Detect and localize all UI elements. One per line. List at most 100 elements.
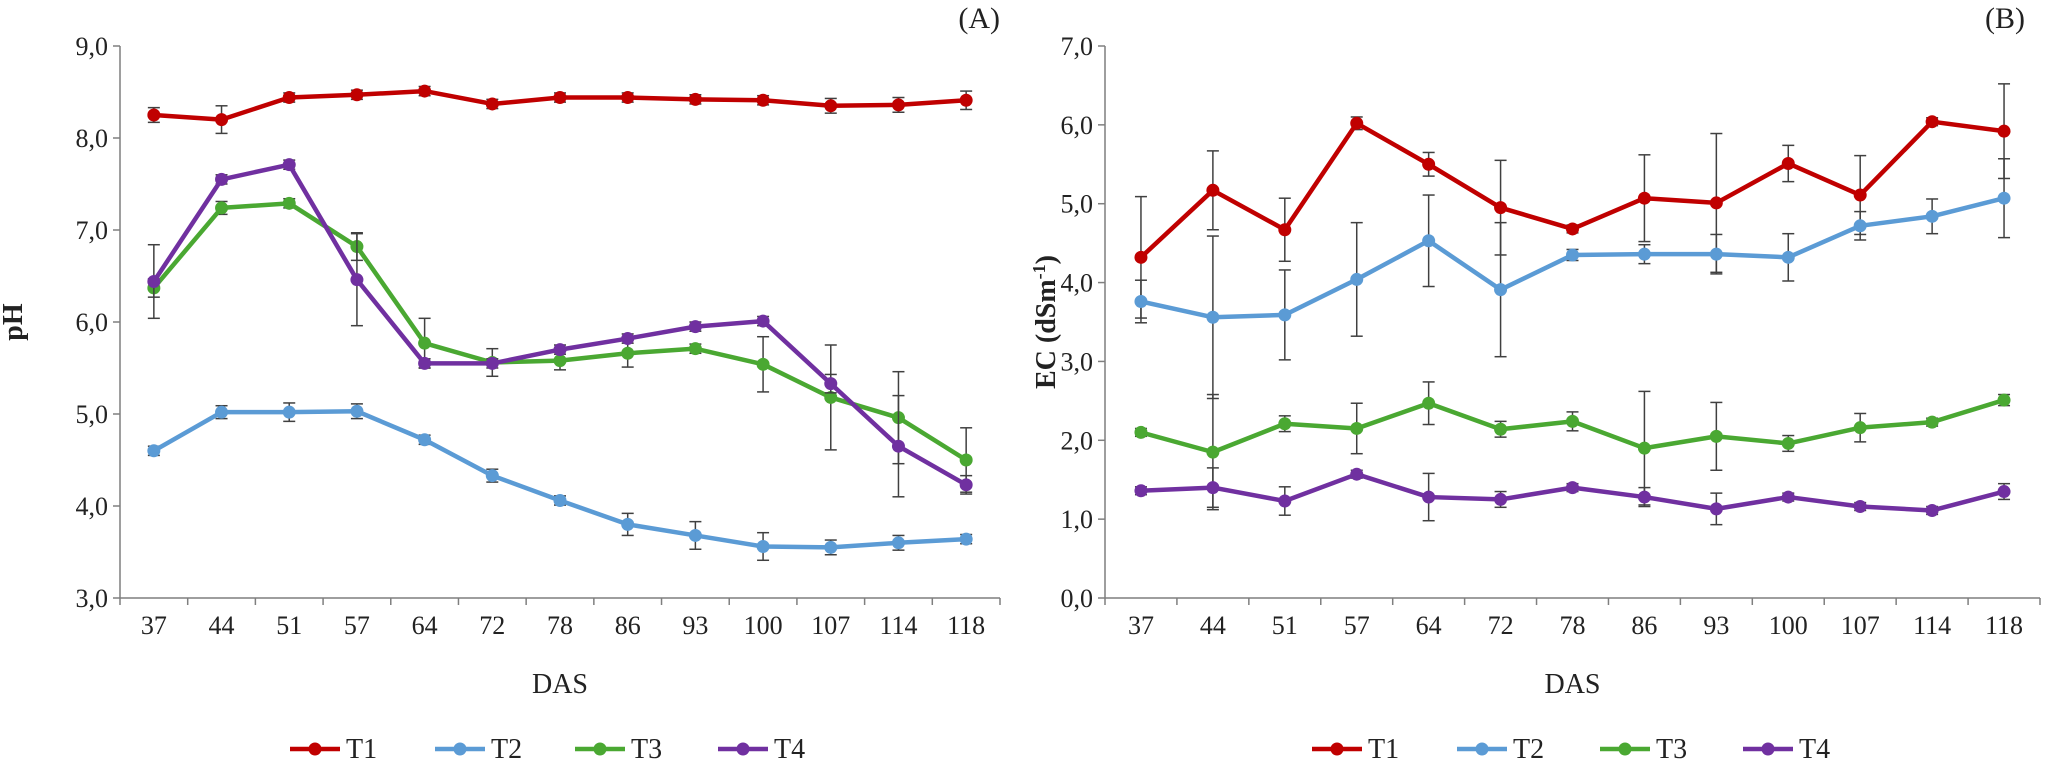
panel-label: (B): [1985, 2, 2025, 35]
data-point: [1134, 484, 1148, 498]
data-point: [1350, 116, 1364, 130]
data-point: [1637, 191, 1651, 205]
data-point: [1350, 272, 1364, 286]
data-point: [1494, 283, 1508, 297]
data-point: [1278, 308, 1292, 322]
data-point: [1925, 115, 1939, 129]
x-axis-title: DAS: [532, 669, 588, 700]
y-tick-label: 9,0: [76, 32, 109, 61]
data-point: [147, 275, 161, 289]
data-point: [1853, 188, 1867, 202]
x-tick-label: 107: [1841, 611, 1880, 640]
x-axis-title: DAS: [1544, 669, 1600, 700]
x-tick-label: 86: [1631, 611, 1657, 640]
data-point: [756, 93, 770, 107]
series-t2: [147, 402, 973, 562]
data-point: [485, 356, 499, 370]
data-point: [147, 444, 161, 458]
x-tick-label: 57: [344, 611, 370, 640]
x-tick-label: 118: [947, 611, 985, 640]
legend-label: T4: [774, 734, 805, 765]
data-point: [282, 196, 296, 210]
x-tick-label: 37: [1128, 611, 1154, 640]
x-tick-label: 57: [1344, 611, 1370, 640]
data-point: [824, 99, 838, 113]
data-point: [1781, 490, 1795, 504]
data-point: [1997, 485, 2011, 499]
data-point: [1206, 481, 1220, 495]
series-t3: [1134, 381, 2011, 511]
legend-swatch-marker: [1618, 742, 1632, 756]
series-line: [151, 162, 968, 487]
data-point: [1709, 429, 1723, 443]
data-point: [282, 405, 296, 419]
panel-b: 0,0 1,0 2,0 3,0 4,0 5,0 6,0 7,0 37 44 51 57 64 72 78 86…: [1029, 2, 2041, 765]
data-point: [756, 314, 770, 328]
x-tick-label: 107: [811, 611, 850, 640]
x-tick-label: 86: [615, 611, 641, 640]
series-t4: [1134, 467, 2011, 526]
data-point: [350, 404, 364, 418]
data-point: [215, 113, 229, 127]
data-point: [1781, 436, 1795, 450]
legend-swatch-marker: [1330, 742, 1344, 756]
series-line: [152, 408, 967, 550]
x-tick-label: 44: [1200, 611, 1226, 640]
data-point: [1853, 421, 1867, 435]
panel-label: (A): [958, 2, 1000, 35]
data-point: [1494, 422, 1508, 436]
data-point: [1494, 492, 1508, 506]
data-point: [1925, 209, 1939, 223]
legend-swatch-marker: [1475, 742, 1489, 756]
data-point: [756, 539, 770, 553]
data-point: [1134, 250, 1148, 264]
legend-label: T2: [1513, 734, 1544, 765]
x-tick-label: 44: [209, 611, 235, 640]
data-point: [756, 357, 770, 371]
data-point: [1278, 494, 1292, 508]
y-tick-label: 2,0: [1061, 426, 1094, 455]
data-point: [1350, 421, 1364, 435]
series-t4: [147, 158, 973, 498]
data-point: [688, 528, 702, 542]
data-point: [1422, 396, 1436, 410]
legend-label: T1: [346, 734, 377, 765]
data-point: [1566, 481, 1579, 495]
y-tick-label: 1,0: [1061, 505, 1094, 534]
y-tick-label: 5,0: [1061, 190, 1094, 219]
data-point: [1853, 219, 1867, 233]
data-point: [553, 91, 567, 105]
legend-swatch-marker: [308, 742, 322, 756]
data-point: [350, 88, 364, 102]
data-point: [1422, 234, 1436, 248]
legend-swatch-marker: [1761, 742, 1775, 756]
y-tick-label: 5,0: [76, 400, 109, 429]
data-point: [350, 273, 364, 287]
data-point: [688, 92, 702, 106]
data-point: [621, 346, 635, 360]
data-point: [485, 97, 499, 111]
x-tick-label: 72: [1488, 611, 1514, 640]
data-point: [418, 336, 432, 350]
y-tick-label: 4,0: [76, 492, 109, 521]
data-point: [824, 390, 838, 404]
series-t1: [1134, 83, 2011, 319]
data-point: [1925, 503, 1939, 517]
data-point: [891, 536, 905, 550]
legend-label: T4: [1799, 734, 1830, 765]
data-point: [1709, 502, 1723, 516]
data-point: [891, 439, 905, 453]
data-point: [1422, 490, 1436, 504]
data-point: [959, 453, 973, 467]
x-tick-label: 51: [276, 611, 302, 640]
data-point: [282, 158, 296, 172]
data-point: [1781, 156, 1795, 170]
data-point: [485, 469, 499, 483]
data-point: [1566, 414, 1579, 428]
data-point: [1566, 222, 1579, 236]
legend-label: T3: [631, 734, 662, 765]
data-point: [1494, 201, 1508, 215]
data-point: [1709, 247, 1723, 261]
legend-label: T1: [1368, 734, 1399, 765]
